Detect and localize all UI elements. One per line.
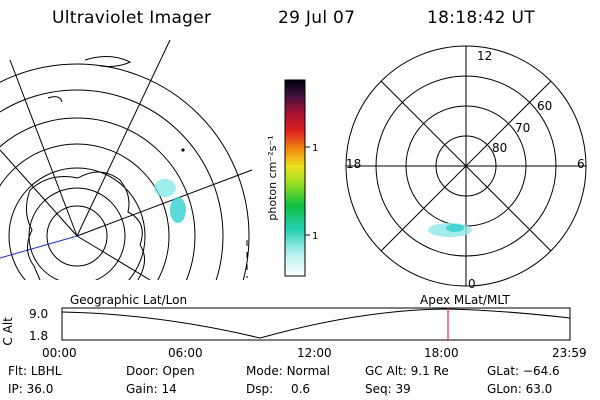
- mlt-label-0: 0: [468, 277, 476, 291]
- lat-circle: [0, 89, 224, 280]
- image-date: 29 Jul 07: [278, 8, 356, 28]
- coastline: [84, 56, 132, 67]
- info-mode: Mode: Normal: [246, 364, 330, 378]
- lat-circle: [0, 63, 250, 280]
- polar-plot: 12 18 6 0 60 70 80: [345, 45, 587, 291]
- lat-label-60: 60: [537, 99, 552, 113]
- info-flt: Flt: LBHL: [8, 364, 62, 378]
- timeline-left-label: Geographic Lat/Lon: [70, 293, 188, 307]
- meridian-line: [9, 59, 78, 237]
- meridian-line: [0, 149, 78, 237]
- geographic-map: [0, 40, 253, 280]
- polar-diagonal: [380, 80, 552, 252]
- info-gain: Gain: 14: [126, 382, 177, 396]
- instrument-title: Ultraviolet Imager: [52, 8, 212, 28]
- lat-label-80: 80: [492, 141, 507, 155]
- timeline-right-label: Apex MLat/MLT: [420, 293, 510, 307]
- aurora-emission: [170, 197, 186, 223]
- colorbar-scale: [284, 79, 306, 277]
- lat-circle: [46, 205, 108, 267]
- info-glat: GLat: −64.6: [487, 364, 560, 378]
- meridian-line: [76, 235, 151, 280]
- lat-label-70: 70: [515, 121, 530, 135]
- image-time: 18:18:42 UT: [427, 8, 535, 28]
- info-glon: GLon: 63.0: [487, 382, 553, 396]
- pole-marker: [181, 148, 185, 152]
- xtick-2359: 23:59: [552, 346, 587, 360]
- colorbar-tick-10: 10: [312, 231, 318, 242]
- ytick-max: 9.0: [29, 307, 48, 321]
- altitude-timeline: GC Alt 9.0 1.8: [1, 307, 571, 346]
- meridian-line: [76, 40, 171, 237]
- coastline: [26, 189, 41, 280]
- colorbar: 100 10 photon cm⁻²s⁻¹: [266, 79, 318, 277]
- info-gc-alt: GC Alt: 9.1 Re: [365, 364, 449, 378]
- lat-circle: [8, 167, 146, 280]
- mlt-label-18: 18: [346, 157, 361, 171]
- aurora-oval: [446, 224, 464, 232]
- info-seq: Seq: 39: [365, 382, 411, 396]
- coastline: [47, 96, 63, 103]
- aurora-emission: [154, 179, 176, 197]
- xtick-0000: 00:00: [42, 346, 77, 360]
- colorbar-tick-100: 100: [312, 143, 318, 154]
- meridian-line: [76, 169, 253, 237]
- mlt-label-6: 6: [577, 157, 585, 171]
- info-dsp: Dsp: 0.6: [246, 382, 311, 396]
- xtick-0600: 06:00: [168, 346, 203, 360]
- meridian-line: [0, 235, 78, 259]
- timeline-ylabel: GC Alt: [1, 317, 15, 346]
- colorbar-label: photon cm⁻²s⁻¹: [266, 135, 279, 220]
- xtick-1200: 12:00: [297, 346, 332, 360]
- lat-circle: [0, 117, 196, 280]
- lat-circle: [0, 143, 170, 280]
- xtick-1800: 18:00: [424, 346, 459, 360]
- altitude-curve: [61, 308, 571, 339]
- ytick-min: 1.8: [29, 329, 48, 343]
- mlt-label-12: 12: [477, 49, 492, 63]
- timeline-frame: [61, 307, 571, 341]
- info-door: Door: Open: [126, 364, 195, 378]
- info-ip: IP: 36.0: [8, 382, 54, 396]
- coastline: [29, 171, 145, 280]
